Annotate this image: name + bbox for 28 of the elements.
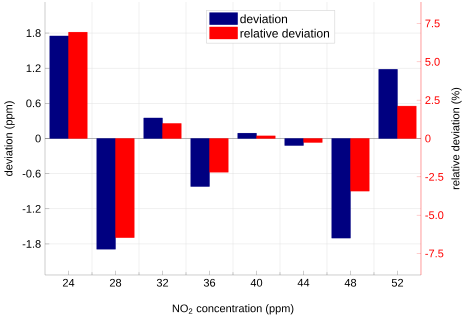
y-tick-label: 1.2 [26, 64, 41, 72]
legend-label: deviation [240, 14, 288, 24]
x-tick-label: 24 [62, 278, 74, 287]
y2-tick-label: -7.5 [425, 250, 444, 258]
x-tick-label: 52 [392, 278, 404, 287]
y2-tick-label: 5.0 [425, 58, 440, 66]
y2-tick-label: 2.5 [425, 96, 440, 104]
y2-tick-label: 7.5 [425, 20, 440, 28]
y-tick-label: -1.8 [22, 240, 41, 248]
y-tick-label: 0.6 [26, 99, 41, 108]
bar [378, 69, 398, 139]
x-tick-label: 44 [298, 278, 310, 286]
y2-axis-title: relative deviation (%) [451, 88, 462, 190]
y-tick-label: -1.2 [22, 204, 41, 213]
y2-tick-label: -2.5 [425, 172, 444, 181]
y2-tick-label: -5.0 [425, 211, 444, 220]
x-tick-label: 32 [156, 278, 168, 287]
x-axis-title: NO$_{2}$ concentration (ppm) [172, 304, 294, 314]
x-tick-label: 40 [250, 278, 262, 287]
y-tick-label: 1.8 [26, 29, 41, 37]
x-tick-label: 36 [204, 278, 216, 287]
legend-label: relative deviation [240, 28, 330, 38]
y-axis-title: deviation (ppm) [4, 101, 15, 176]
y2-tick-label: 0 [425, 134, 431, 142]
y-tick-label: 0 [35, 134, 41, 142]
x-tick-label: 48 [344, 278, 356, 287]
x-tick-label: 28 [110, 278, 122, 287]
y-tick-label: -0.6 [22, 170, 41, 178]
